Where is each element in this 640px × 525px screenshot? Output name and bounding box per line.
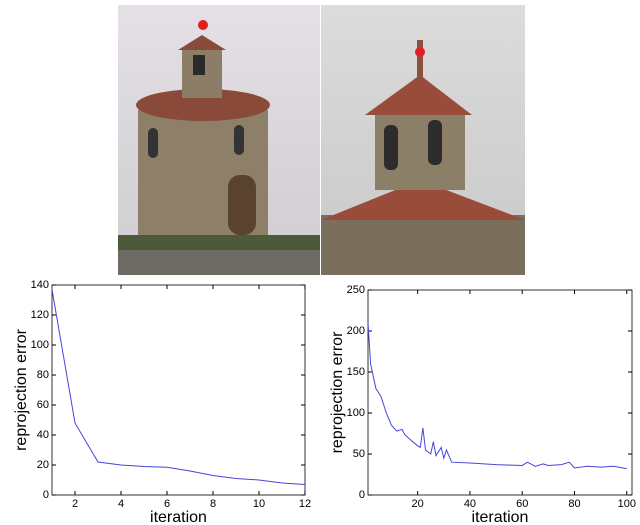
y-tick-label: 100 [31, 339, 49, 351]
x-tick-label: 10 [253, 498, 265, 510]
photo-left [118, 5, 320, 275]
x-axis-label: iteration [472, 509, 529, 525]
y-tick-label: 50 [353, 448, 365, 460]
x-tick-label: 6 [164, 498, 170, 510]
data-line [52, 290, 305, 485]
y-tick-label: 120 [31, 309, 49, 321]
x-tick-label: 60 [516, 498, 528, 510]
y-tick-label: 100 [347, 407, 365, 419]
x-tick-label: 80 [568, 498, 580, 510]
y-axis-label: reprojection error [13, 328, 30, 451]
figure: 0 20 40 60 80 100 120 140 2 4 6 8 10 12 iteration repro… [0, 0, 640, 525]
y-tick-label: 200 [347, 325, 365, 337]
data-line [368, 323, 627, 469]
y-tick-label: 60 [37, 399, 49, 411]
y-tick-label: 0 [359, 489, 365, 501]
y-tick-label: 80 [37, 369, 49, 381]
x-tick-label: 12 [299, 498, 311, 510]
axes-box [368, 290, 632, 495]
x-tick-label: 100 [618, 498, 636, 510]
y-tick-label: 0 [43, 489, 49, 501]
axes-box [52, 285, 305, 495]
x-axis-label: iteration [150, 509, 207, 525]
x-tick-label: 40 [464, 498, 476, 510]
y-tick-label: 140 [31, 279, 49, 291]
x-tick-label: 4 [118, 498, 124, 510]
y-tick-label: 150 [347, 366, 365, 378]
y-tick-label: 40 [37, 429, 49, 441]
y-axis-label: reprojection error [329, 331, 346, 454]
x-tick-label: 8 [210, 498, 216, 510]
y-tick-label: 250 [347, 284, 365, 296]
x-tick-label: 20 [412, 498, 424, 510]
photo-right [321, 5, 525, 275]
x-tick-label: 2 [72, 498, 78, 510]
y-tick-label: 20 [37, 459, 49, 471]
